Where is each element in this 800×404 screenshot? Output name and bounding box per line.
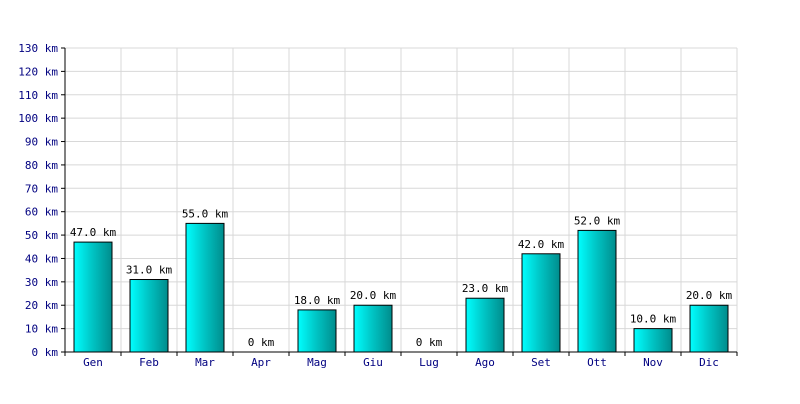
- y-tick-label: 130 km: [18, 42, 58, 55]
- x-tick-label: Nov: [643, 356, 663, 369]
- y-tick-label: 120 km: [18, 65, 58, 78]
- data-label: 42.0 km: [518, 238, 565, 251]
- data-label: 47.0 km: [70, 226, 117, 239]
- data-label: 18.0 km: [294, 294, 341, 307]
- y-tick-label: 30 km: [25, 276, 58, 289]
- y-tick-label: 90 km: [25, 136, 58, 149]
- data-label: 20.0 km: [686, 289, 733, 302]
- y-tick-label: 40 km: [25, 252, 58, 265]
- data-label: 52.0 km: [574, 214, 621, 227]
- data-label: 55.0 km: [182, 207, 229, 220]
- y-tick-label: 60 km: [25, 206, 58, 219]
- y-tick-label: 80 km: [25, 159, 58, 172]
- x-tick-label: Dic: [699, 356, 719, 369]
- bar-ago: [465, 297, 505, 353]
- x-tick-label: Giu: [363, 356, 383, 369]
- x-tick-label: Gen: [83, 356, 103, 369]
- bar-nov: [633, 328, 673, 353]
- x-tick-label: Apr: [251, 356, 271, 369]
- data-label: 0 km: [248, 336, 275, 349]
- x-tick-label: Set: [531, 356, 551, 369]
- x-tick-label: Ago: [475, 356, 495, 369]
- x-tick-label: Feb: [139, 356, 159, 369]
- data-labels: 47.0 km 31.0 km 55.0 km 0 km 18.0 km 20.0 km 0…: [70, 207, 733, 349]
- bar-mar: [185, 222, 225, 353]
- data-label: 10.0 km: [630, 313, 677, 326]
- x-tick-label: Mar: [195, 356, 215, 369]
- data-label: 31.0 km: [126, 264, 173, 277]
- x-tick-label: Mag: [307, 356, 327, 369]
- x-tick-label: Lug: [419, 356, 439, 369]
- axes: [61, 47, 738, 356]
- y-tick-label: 70 km: [25, 182, 58, 195]
- y-tick-labels: 0 km 10 km 20 km 30 km 40 km 50 km 60 km 70 km 8…: [18, 42, 58, 359]
- y-tick-label: 20 km: [25, 299, 58, 312]
- y-tick-label: 110 km: [18, 89, 58, 102]
- y-tick-label: 10 km: [25, 323, 58, 336]
- data-label: 20.0 km: [350, 289, 397, 302]
- data-label: 0 km: [416, 336, 443, 349]
- x-tick-labels: Gen Feb Mar Apr Mag Giu Lug Ago Set Ott Nov Dic: [83, 356, 719, 369]
- bar-ott: [577, 229, 617, 353]
- gridlines: [65, 47, 738, 353]
- bar-set: [521, 253, 561, 353]
- bar-feb: [129, 279, 169, 353]
- bar-mag: [297, 309, 337, 353]
- y-tick-label: 100 km: [18, 112, 58, 125]
- data-label: 23.0 km: [462, 282, 509, 295]
- bar-dic: [689, 304, 729, 353]
- y-tick-label: 50 km: [25, 229, 58, 242]
- x-tick-label: Ott: [587, 356, 607, 369]
- y-tick-label: 0 km: [32, 346, 59, 359]
- bar-giu: [353, 304, 393, 353]
- bar-gen: [73, 241, 113, 353]
